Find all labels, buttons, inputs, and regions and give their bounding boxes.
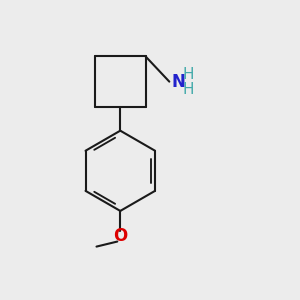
Text: H: H (182, 67, 194, 82)
Text: N: N (171, 73, 185, 91)
Text: O: O (113, 227, 127, 245)
Text: H: H (182, 82, 194, 97)
